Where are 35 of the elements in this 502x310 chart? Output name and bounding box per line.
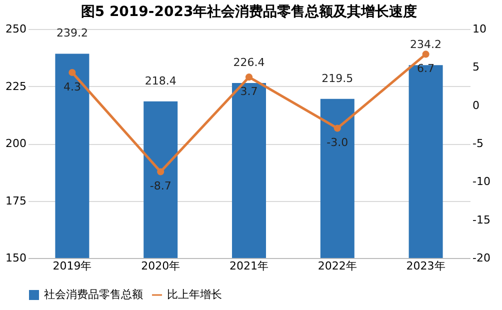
data-label: 4.3 xyxy=(63,80,81,94)
y2-tick-label: 5 xyxy=(472,60,480,74)
y2-tick-label: -20 xyxy=(472,252,490,264)
legend-label: 社会消费品零售总额 xyxy=(44,288,143,301)
x-tick-label: 2023年 xyxy=(406,260,446,272)
data-label: -8.7 xyxy=(150,180,172,193)
y-tick-label: 150 xyxy=(6,252,26,264)
y-tick-label: 225 xyxy=(6,80,26,93)
data-label: -3.0 xyxy=(326,136,348,150)
x-tick-label: 2019年 xyxy=(52,260,92,272)
point xyxy=(422,50,430,58)
y-tick-label: 200 xyxy=(6,137,26,150)
data-label: 239.2 xyxy=(56,26,88,40)
y2-tick-label: 10 xyxy=(472,22,486,36)
data-label: 218.4 xyxy=(144,74,176,88)
data-label: 3.7 xyxy=(240,85,258,98)
y2-tick-label: 0 xyxy=(472,98,480,112)
x-tick-label: 2020年 xyxy=(141,260,180,272)
data-label: 6.7 xyxy=(417,62,435,76)
y-tick-label: 250 xyxy=(6,22,26,36)
x-tick-label: 2021年 xyxy=(230,260,268,272)
chart-title: 图5 2019-2023年社会消费品零售总额及其增长速度 xyxy=(80,3,418,20)
y-tick-label: 175 xyxy=(6,194,26,208)
point xyxy=(334,124,341,132)
data-label: 226.4 xyxy=(233,56,265,70)
point xyxy=(245,74,253,81)
point xyxy=(157,168,164,176)
y2-tick-label: -5 xyxy=(472,137,484,150)
y2-tick-label: -15 xyxy=(472,213,490,226)
point xyxy=(68,68,76,76)
data-label: 234.2 xyxy=(410,38,442,52)
x-tick-label: 2022年 xyxy=(318,260,357,272)
data-label: 219.5 xyxy=(322,72,354,85)
y2-tick-label: -10 xyxy=(472,175,490,188)
legend-label: 比上年增长 xyxy=(167,288,222,301)
